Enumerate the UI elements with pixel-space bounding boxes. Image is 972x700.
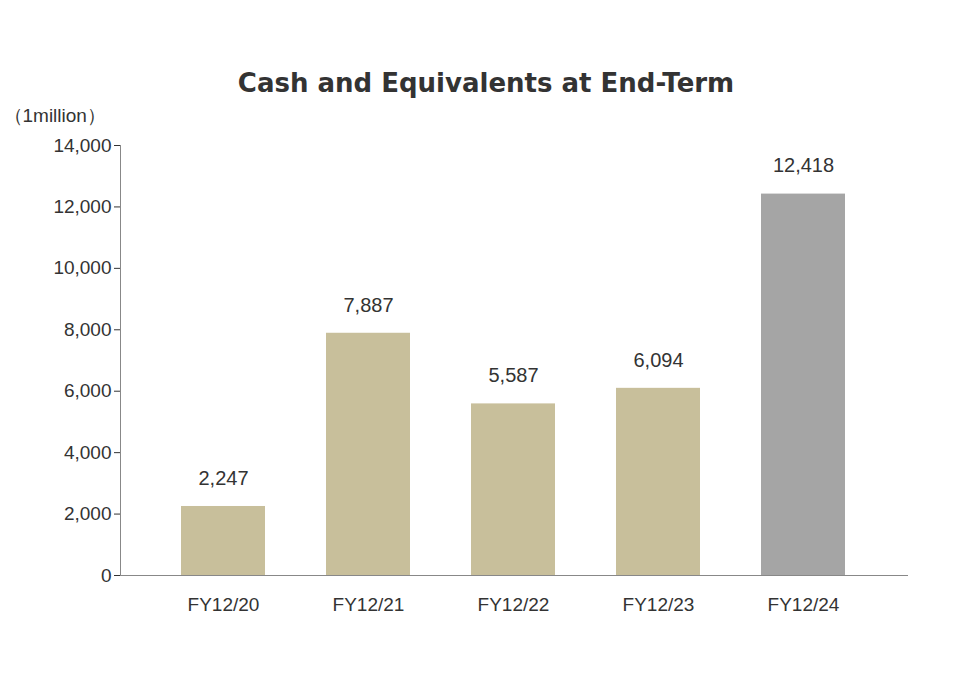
svg-text:2,000: 2,000: [64, 503, 112, 524]
svg-text:6,094: 6,094: [633, 349, 683, 371]
svg-text:10,000: 10,000: [53, 257, 111, 278]
svg-text:FY12/22: FY12/22: [478, 594, 550, 615]
svg-text:FY12/23: FY12/23: [623, 594, 695, 615]
svg-text:8,000: 8,000: [64, 319, 112, 340]
svg-text:7,887: 7,887: [343, 294, 393, 316]
svg-text:2,247: 2,247: [198, 467, 248, 489]
svg-text:（1million）: （1million）: [4, 105, 106, 126]
svg-text:14,000: 14,000: [53, 135, 111, 156]
svg-text:FY12/24: FY12/24: [768, 594, 840, 615]
svg-text:12,000: 12,000: [53, 196, 111, 217]
svg-text:4,000: 4,000: [64, 442, 112, 463]
html-text:Cash and Equivalents at End-Te: Cash and Equivalents at End-Term: [237, 68, 735, 98]
svg-text:6,000: 6,000: [64, 380, 112, 401]
svg-text:0: 0: [101, 565, 112, 586]
svg-text:5,587: 5,587: [488, 364, 538, 386]
svg-text:FY12/20: FY12/20: [188, 594, 260, 615]
svg-text:FY12/21: FY12/21: [333, 594, 405, 615]
svg-text:12,418: 12,418: [773, 154, 834, 176]
